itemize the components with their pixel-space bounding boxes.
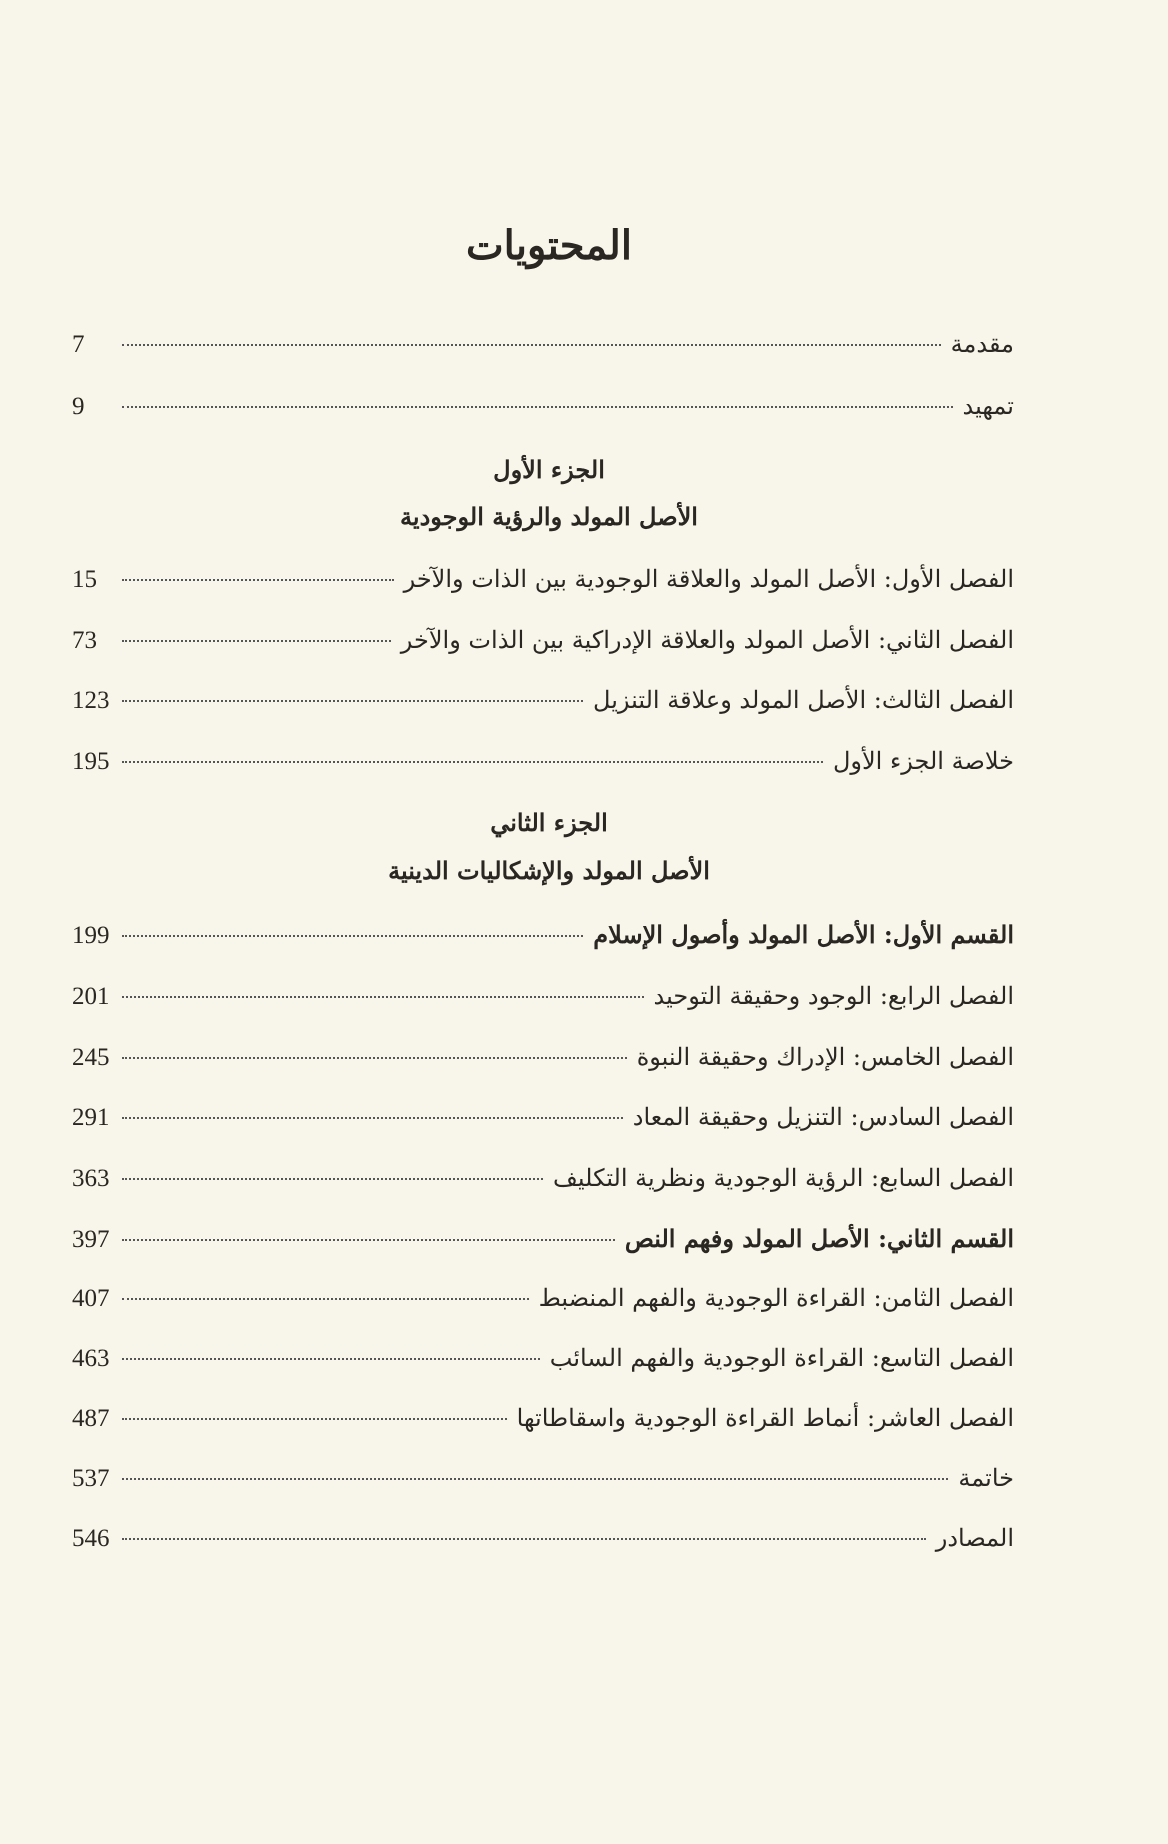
leader-dots [122,640,391,642]
toc-entry-page: 463 [72,1345,110,1372]
toc-entry-page: 73 [72,627,97,654]
toc-entry-label: المصادر [935,1524,1014,1552]
part2-subtitle: الأصل المولد والإشكاليات الدينية [388,856,710,885]
toc-entry-label: الفصل الخامس: الإدراك وحقيقة النبوة [636,1043,1014,1071]
leader-dots [122,935,584,937]
toc-entry-page: 487 [72,1405,110,1432]
toc-entry: الفصل الثامن: القراءة الوجودية والفهم ال… [72,1284,1014,1324]
toc-entry-label: خاتمة [958,1464,1014,1492]
leader-dots [122,1538,926,1540]
toc-entry-page: 407 [72,1285,110,1312]
toc-entry-page: 546 [72,1525,110,1552]
leader-dots [122,344,941,346]
toc-entry-page: 537 [72,1465,110,1492]
toc-entry: الفصل السادس: التنزيل وحقيقة المعاد 291 [72,1103,1014,1143]
leader-dots [122,1358,540,1360]
toc-entry: خلاصة الجزء الأول 195 [72,747,1014,787]
toc-entry-label: الفصل العاشر: أنماط القراءة الوجودية واس… [516,1404,1014,1432]
toc-entry: الفصل الرابع: الوجود وحقيقة التوحيد 201 [72,982,1014,1022]
leader-dots [122,761,823,763]
toc-entry: الفصل السابع: الرؤية الوجودية ونظرية الت… [72,1164,1014,1204]
toc-entry-page: 291 [72,1104,110,1131]
part1-heading: الجزء الأول [493,455,605,484]
toc-entry-label: الفصل الثاني: الأصل المولد والعلاقة الإد… [400,626,1014,654]
toc-entry-page: 397 [72,1226,110,1253]
toc-entry-label: الفصل السابع: الرؤية الوجودية ونظرية الت… [553,1164,1014,1192]
toc-entry-label: الفصل الثامن: القراءة الوجودية والفهم ال… [538,1284,1014,1312]
toc-entry: الفصل الأول: الأصل المولد والعلاقة الوجو… [72,565,1014,605]
toc-entry-page: 363 [72,1165,110,1192]
toc-entry-page: 15 [72,566,97,593]
leader-dots [122,1418,507,1420]
toc-entry: خاتمة 537 [72,1464,1014,1504]
toc-entry-page: 195 [72,748,110,775]
toc-entry: الفصل الخامس: الإدراك وحقيقة النبوة 245 [72,1043,1014,1083]
leader-dots [122,1117,623,1119]
toc-entry-label: مقدمة [950,330,1014,358]
toc-entry-label: الفصل الثالث: الأصل المولد وعلاقة التنزي… [593,686,1014,714]
toc-entry-label: الفصل السادس: التنزيل وحقيقة المعاد [632,1103,1014,1131]
toc-entry: تمهيد 9 [72,392,1014,432]
toc-entry: الفصل الثالث: الأصل المولد وعلاقة التنزي… [72,686,1014,726]
toc-entry-label: خلاصة الجزء الأول [832,747,1014,775]
part2-heading: الجزء الثاني [490,808,608,837]
toc-entry-page: 9 [72,393,85,420]
toc-entry: مقدمة 7 [72,330,1014,370]
toc-entry-page: 123 [72,687,110,714]
leader-dots [122,579,394,581]
toc-entry-label: القسم الأول: الأصل المولد وأصول الإسلام [593,920,1014,949]
toc-entry-page: 199 [72,922,110,949]
toc-entry-label: تمهيد [962,392,1014,420]
leader-dots [122,406,953,408]
leader-dots [122,1239,615,1241]
toc-entry-label: الفصل الرابع: الوجود وحقيقة التوحيد [653,982,1014,1010]
leader-dots [122,700,584,702]
leader-dots [122,1298,529,1300]
leader-dots [122,1478,949,1480]
toc-entry: الفصل العاشر: أنماط القراءة الوجودية واس… [72,1404,1014,1444]
toc-entry-page: 245 [72,1044,110,1071]
toc-entry-label: الفصل التاسع: القراءة الوجودية والفهم ال… [549,1344,1014,1372]
leader-dots [122,1057,627,1059]
page-title: المحتويات [466,222,632,269]
toc-entry-page: 201 [72,983,110,1010]
toc-entry: المصادر 546 [72,1524,1014,1564]
toc-entry-label: الفصل الأول: الأصل المولد والعلاقة الوجو… [403,565,1014,593]
leader-dots [122,996,644,998]
toc-entry-page: 7 [72,331,85,358]
part1-subtitle: الأصل المولد والرؤية الوجودية [400,502,698,531]
toc-section: القسم الأول: الأصل المولد وأصول الإسلام 1… [72,920,1014,960]
toc-entry: الفصل التاسع: القراءة الوجودية والفهم ال… [72,1344,1014,1384]
toc-section: القسم الثاني: الأصل المولد وفهم النص 397 [72,1224,1014,1264]
leader-dots [122,1178,544,1180]
toc-entry-label: القسم الثاني: الأصل المولد وفهم النص [624,1224,1014,1253]
toc-entry: الفصل الثاني: الأصل المولد والعلاقة الإد… [72,626,1014,666]
